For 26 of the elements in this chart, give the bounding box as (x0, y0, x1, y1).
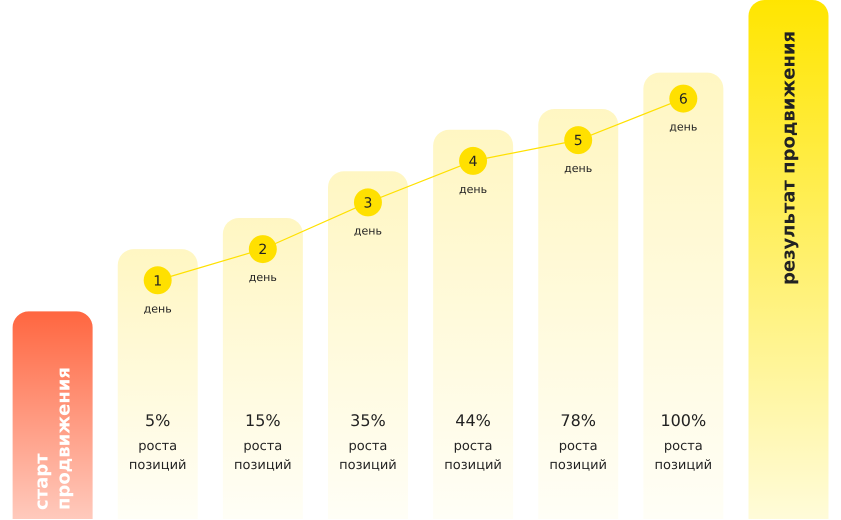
bar (328, 171, 408, 519)
point (354, 188, 382, 216)
bar (748, 0, 828, 519)
x-tick-label: старт продвижения (32, 367, 75, 510)
point (564, 126, 592, 154)
bar (118, 249, 198, 519)
x-tick-label: результат продвижения (778, 30, 800, 285)
bar (12, 311, 93, 519)
annotation: 6 день (669, 92, 698, 134)
bar (538, 108, 618, 519)
annotation: 5 день (564, 133, 592, 176)
annotation: 1 день (144, 273, 172, 316)
annotation: 3 день (354, 195, 382, 238)
x-tick-label: 35% роста позиций (339, 411, 397, 473)
x-tick-label: 15% роста позиций (234, 411, 292, 473)
bar (222, 218, 303, 519)
bar (643, 72, 724, 519)
x-tick-label: 44% роста позиций (444, 411, 502, 473)
x-tick-label: 5% роста позиций (128, 411, 186, 473)
point (248, 235, 277, 264)
annotation: 4 день (459, 154, 488, 196)
bar (433, 130, 514, 519)
x-tick-label: 100% роста позиций (654, 411, 712, 473)
x-tick-label: 78% роста позиций (549, 411, 607, 473)
annotation: 2 день (248, 242, 277, 284)
point (144, 266, 172, 294)
